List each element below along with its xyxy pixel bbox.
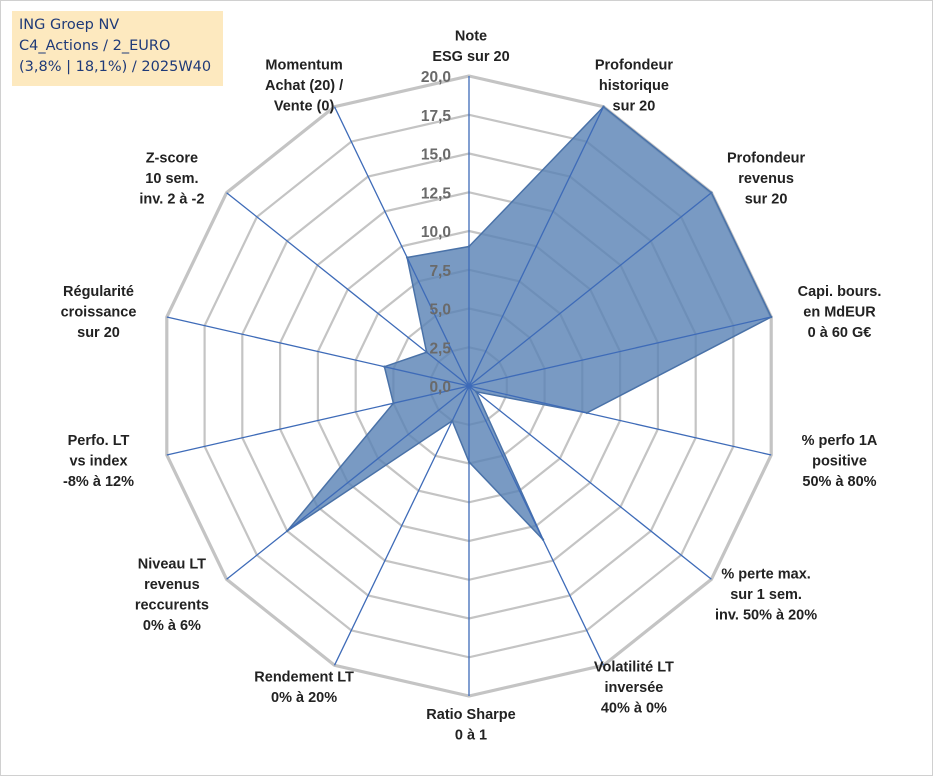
axis-label-14-line-2: Achat (20) / xyxy=(265,78,343,94)
axis-label-10-line-2: revenus xyxy=(144,577,200,593)
axis-label-10: Niveau LT revenus reccurents 0% à 6% xyxy=(135,557,209,635)
axis-label-6-line-1: % perte max. xyxy=(721,567,810,583)
data-point-9 xyxy=(451,419,454,423)
data-point-6 xyxy=(475,390,478,393)
spoke-2 xyxy=(468,106,605,387)
axis-label-6-line-3: inv. 50% à 20% xyxy=(715,608,817,624)
spoke-13 xyxy=(226,192,470,387)
spoke-12 xyxy=(166,316,470,387)
spoke-4 xyxy=(468,316,772,387)
spoke-14 xyxy=(333,106,470,387)
axis-label-10-line-4: 0% à 6% xyxy=(143,618,201,634)
axis-label-7: Volatilité LT inversée 40% à 0% xyxy=(594,659,674,716)
axis-label-11-line-3: -8% à 12% xyxy=(63,474,134,490)
axis-label-8: Ratio Sharpe 0 à 1 xyxy=(426,707,515,744)
spoke-10 xyxy=(226,385,470,580)
axis-label-6: % perte max. sur 1 sem. inv. 50% à 20% xyxy=(715,567,817,624)
data-point-11 xyxy=(392,402,395,405)
data-point-3 xyxy=(710,191,713,194)
axis-label-11: Perfo. LT vs index -8% à 12% xyxy=(63,433,134,490)
axis-label-13-line-2: 10 sem. xyxy=(145,171,198,187)
axis-label-3-line-3: sur 20 xyxy=(745,191,788,207)
data-point-13 xyxy=(425,351,428,354)
info-line-2: C4_Actions / 2_EURO xyxy=(19,38,171,54)
axis-label-2: Profondeur historique sur 20 xyxy=(595,58,673,115)
axis-label-11-line-2: vs index xyxy=(69,453,127,469)
axis-label-12-line-2: croissance xyxy=(61,305,137,321)
spoke-6 xyxy=(468,385,712,580)
axis-label-12-line-3: sur 20 xyxy=(77,325,120,341)
axis-label-5-line-2: positive xyxy=(812,453,867,469)
tick-label-6: 15,0 xyxy=(421,147,451,164)
axis-label-14: Momentum Achat (20) / Vente (0) xyxy=(265,58,343,115)
tick-label-0: 0,0 xyxy=(429,379,451,396)
axis-label-10-line-3: reccurents xyxy=(135,598,209,614)
axis-label-6-line-2: sur 1 sem. xyxy=(730,587,802,603)
spoke-9 xyxy=(333,385,470,666)
axis-label-14-line-3: Vente (0) xyxy=(274,99,335,115)
spoke-3 xyxy=(468,192,712,387)
axis-label-12-line-1: Régularité xyxy=(63,284,134,300)
axis-label-9-line-2: 0% à 20% xyxy=(271,690,337,706)
data-point-7 xyxy=(541,538,545,541)
data-point-14 xyxy=(405,256,409,259)
axis-label-5-line-1: % perfo 1A xyxy=(802,433,878,449)
tick-label-8: 20,0 xyxy=(421,69,451,86)
data-point-1 xyxy=(467,245,471,248)
axis-label-4-line-3: 0 à 60 G€ xyxy=(808,325,872,341)
data-point-12 xyxy=(383,365,386,368)
tick-label-7: 17,5 xyxy=(421,108,452,125)
axis-label-13-line-1: Z-score xyxy=(146,150,198,166)
axis-label-5: % perfo 1A positive 50% à 80% xyxy=(802,433,878,490)
data-point-2 xyxy=(602,105,605,108)
axis-label-3-line-1: Profondeur xyxy=(727,150,805,166)
axis-label-1: Note ESG sur 20 xyxy=(432,29,509,66)
axis-label-4-line-1: Capi. bours. xyxy=(798,284,882,300)
data-polygon xyxy=(286,105,773,541)
axis-label-2-line-3: sur 20 xyxy=(613,99,656,115)
axis-label-14-line-1: Momentum xyxy=(265,58,342,74)
axis-label-7-line-2: inversée xyxy=(604,680,663,696)
axis-label-7-line-3: 40% à 0% xyxy=(601,700,667,716)
data-point-8 xyxy=(467,460,471,464)
axis-label-5-line-3: 50% à 80% xyxy=(802,474,876,490)
axis-label-8-line-2: 0 à 1 xyxy=(455,728,487,744)
axis-label-1-line-1: Note xyxy=(455,29,487,45)
axis-label-4-line-2: en MdEUR xyxy=(803,305,876,321)
spoke-5 xyxy=(468,385,772,456)
tick-label-1: 2,5 xyxy=(429,340,451,357)
axis-label-2-line-1: Profondeur xyxy=(595,58,673,74)
spoke-11 xyxy=(166,385,470,456)
axis-label-11-line-1: Perfo. LT xyxy=(68,433,130,449)
tick-label-2: 5,0 xyxy=(429,302,451,319)
data-point-5 xyxy=(585,411,589,415)
axis-label-13: Z-score 10 sem. inv. 2 à -2 xyxy=(139,150,204,207)
axis-label-3: Profondeur revenus sur 20 xyxy=(727,150,805,207)
axis-label-4: Capi. bours. en MdEUR 0 à 60 G€ xyxy=(798,284,882,341)
data-point-4 xyxy=(770,315,773,319)
axis-label-7-line-1: Volatilité LT xyxy=(594,659,674,675)
axis-label-12: Régularité croissance sur 20 xyxy=(61,284,137,341)
tick-label-5: 12,5 xyxy=(421,185,452,202)
tick-label-3: 7,5 xyxy=(429,263,451,280)
info-box: ING Groep NV C4_Actions / 2_EURO (3,8% |… xyxy=(12,11,223,86)
axis-label-10-line-1: Niveau LT xyxy=(138,557,206,573)
axis-label-2-line-2: historique xyxy=(599,78,669,94)
info-line-3: (3,8% | 18,1%) / 2025W40 xyxy=(19,59,212,75)
axis-label-13-line-3: inv. 2 à -2 xyxy=(139,191,204,207)
data-point-10 xyxy=(286,529,289,533)
axis-label-9: Rendement LT 0% à 20% xyxy=(254,670,354,707)
info-line-1: ING Groep NV xyxy=(19,17,120,33)
spoke-7 xyxy=(468,385,605,666)
axis-label-8-line-1: Ratio Sharpe xyxy=(426,707,515,723)
axis-label-9-line-1: Rendement LT xyxy=(254,670,354,686)
tick-label-4: 10,0 xyxy=(421,224,451,241)
axis-label-3-line-2: revenus xyxy=(738,171,794,187)
axis-label-1-line-2: ESG sur 20 xyxy=(432,49,509,65)
